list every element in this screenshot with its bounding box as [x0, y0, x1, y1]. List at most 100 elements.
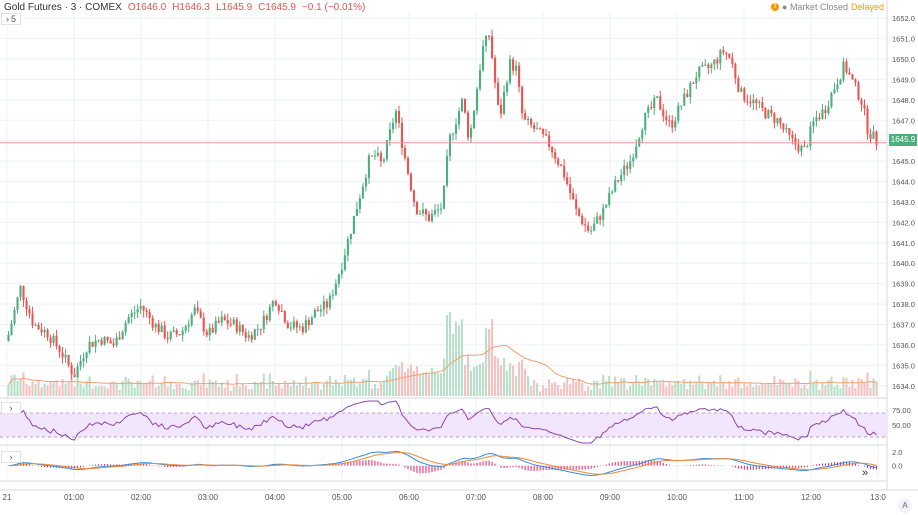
candle-body — [839, 79, 842, 85]
rsi-pane: 75.00 50.00 — [0, 400, 911, 444]
candle-body — [686, 93, 689, 97]
candle-body — [61, 352, 64, 358]
candle-body — [797, 144, 800, 152]
volume-bar — [427, 374, 431, 396]
price-axis[interactable]: 1652.01651.01650.01649.01648.01647.01646… — [892, 14, 915, 391]
candle-body — [671, 120, 674, 128]
candle-body — [509, 59, 512, 83]
volume-bar — [454, 321, 458, 396]
delayed-label[interactable]: Delayed — [850, 2, 884, 12]
volume-bar — [854, 387, 857, 396]
candle-body — [472, 110, 476, 129]
time-axis[interactable]: 21 01:00 02:00 03:00 04:00 05:00 06:00 07:00 08:… — [3, 493, 887, 502]
volume-bar — [665, 386, 668, 396]
candle-body — [560, 164, 563, 166]
volume-bar — [692, 384, 695, 396]
candle-body — [683, 93, 686, 106]
auto-scale-button[interactable]: A — [898, 499, 912, 513]
candle-body — [211, 327, 214, 333]
candle-body — [758, 102, 761, 104]
last-price-label: 1645.9 — [889, 134, 917, 146]
volume-bar — [181, 387, 184, 396]
volume-bar — [274, 385, 277, 396]
volume-bar — [382, 381, 385, 396]
candle-body — [52, 335, 55, 343]
volume-bar — [214, 380, 217, 396]
candle-body — [58, 346, 61, 353]
volume-bar — [205, 387, 208, 396]
candle-body — [725, 52, 728, 54]
volume-bar — [112, 381, 115, 396]
volume-bar — [406, 368, 410, 396]
volume-bar — [439, 373, 443, 396]
candle-body — [590, 230, 593, 232]
candle-body — [743, 88, 746, 101]
candle-body — [436, 209, 440, 211]
candle-body — [382, 159, 385, 162]
candle-body — [494, 58, 497, 83]
volume-bar — [803, 384, 806, 396]
volume-bar — [451, 333, 455, 396]
volume-bar — [40, 387, 43, 396]
symbol-title[interactable]: Gold Futures · 3 · COMEX — [4, 1, 122, 13]
volume-bar — [31, 381, 34, 396]
volume-bar — [361, 378, 364, 396]
candle-body — [22, 285, 25, 301]
symbol-header: Gold Futures · 3 · COMEX O1646.0 H1646.3… — [4, 0, 365, 14]
candle-body — [142, 305, 145, 311]
candle-body — [695, 77, 698, 84]
volume-bar — [629, 385, 632, 396]
candle-body — [247, 335, 250, 338]
candle-body — [241, 325, 244, 333]
warning-icon[interactable]: ! — [771, 3, 779, 11]
volume-bar — [734, 379, 737, 396]
candle-body — [512, 59, 515, 71]
candle-body — [349, 233, 352, 240]
candle-body — [274, 301, 277, 306]
candle-body — [205, 331, 208, 336]
volume-bar — [842, 377, 845, 396]
volume-bar — [788, 383, 791, 396]
volume-bar — [442, 358, 446, 396]
candle-body — [809, 126, 812, 147]
candle-body — [70, 364, 73, 375]
rsi-line — [11, 400, 877, 444]
price-tick-label: 1634.0 — [892, 382, 915, 391]
candle-body — [277, 305, 280, 311]
candle-body — [388, 129, 391, 141]
volume-bar — [235, 373, 238, 396]
scroll-to-realtime-button[interactable]: » — [861, 467, 869, 479]
volume-bar — [157, 385, 160, 396]
volume-bar — [241, 383, 244, 396]
candle-body — [253, 329, 256, 340]
rsi-pane-toggle[interactable]: › — [1, 402, 21, 414]
candle-body — [250, 335, 253, 340]
candle-body — [863, 104, 866, 109]
candle-body — [770, 110, 773, 114]
volume-bar — [560, 388, 563, 396]
volume-bar — [701, 382, 704, 396]
volume-bar — [773, 376, 776, 396]
volume-bar — [484, 328, 488, 396]
candle-body — [367, 155, 370, 178]
volume-bar — [644, 377, 647, 396]
volume-bar — [103, 386, 106, 396]
volume-bar — [259, 381, 262, 396]
candle-body — [821, 109, 824, 119]
candle-body — [497, 82, 500, 105]
volume-bar — [659, 382, 662, 396]
volume-bar — [521, 359, 524, 396]
volume-bar — [481, 362, 485, 396]
volume-bar — [475, 365, 479, 396]
macd-pane-toggle[interactable]: › — [1, 451, 21, 463]
volume-bar — [397, 366, 401, 396]
main-pane-toggle[interactable]: › 5 — [1, 13, 21, 25]
volume-bar — [232, 386, 235, 396]
volume-bar — [37, 379, 40, 396]
candle-body — [130, 312, 133, 318]
volume-bar — [770, 384, 773, 396]
volume-bar — [632, 383, 635, 396]
volume-bar — [412, 370, 416, 396]
candle-body — [145, 310, 148, 313]
